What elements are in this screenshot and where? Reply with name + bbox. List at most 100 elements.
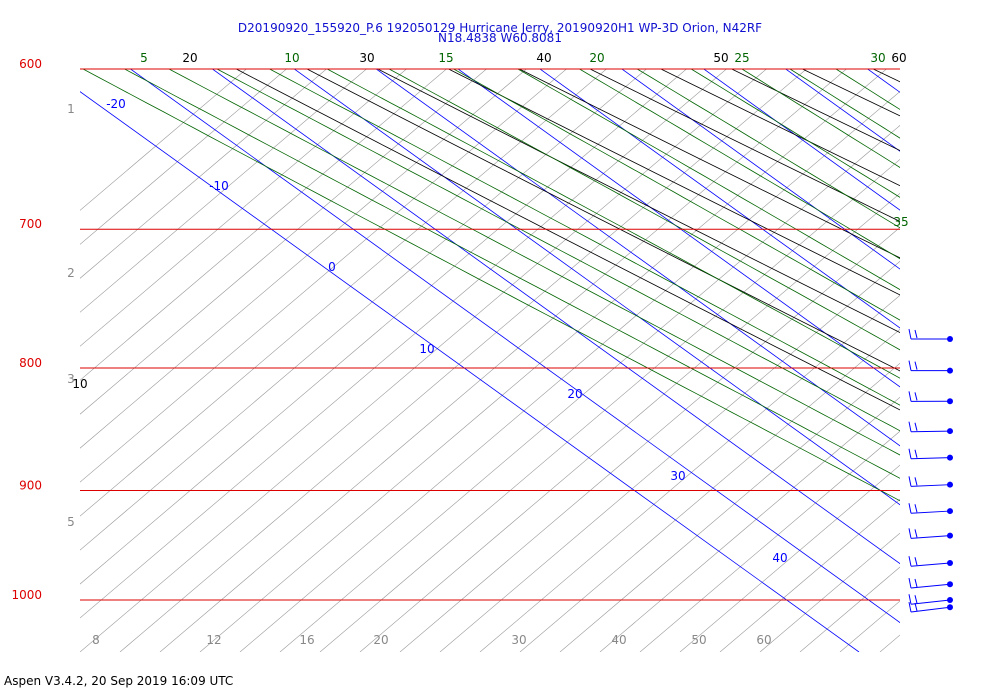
moist-adiabat-line — [690, 69, 900, 198]
moist-adiabat-line — [452, 69, 900, 321]
wind-barb-flag — [908, 448, 912, 459]
isotherm-line — [621, 69, 900, 270]
isotherm-label: 40 — [772, 551, 787, 565]
isotherm-line — [922, 49, 1000, 652]
wind-barb-flag — [908, 594, 912, 605]
mixing-ratio-line — [639, 430, 900, 652]
mixing-ratio-line — [159, 69, 847, 652]
wind-barb-shaft — [910, 599, 951, 605]
moist-adiabat-label: 15 — [438, 51, 453, 65]
isotherm-label: 30 — [670, 469, 685, 483]
mixing-ratio-line — [960, 49, 1000, 652]
height-km-label: 1 — [67, 102, 75, 116]
isotherm-label: 0 — [328, 260, 336, 274]
wind-barb-flag — [914, 602, 918, 612]
wind-barb-flag — [908, 577, 912, 589]
dry-adiabat-line — [518, 69, 900, 259]
mixing-ratio-line — [759, 532, 900, 652]
wind-barb-station-dot — [947, 481, 953, 488]
height-km-label: 3 — [67, 372, 75, 386]
wind-barb-station-dot — [947, 428, 953, 435]
dry-adiabat-label: 40 — [536, 51, 551, 65]
wind-barb-flag — [908, 391, 912, 402]
isotherm-line — [539, 69, 900, 329]
mixing-ratio-label: 20 — [373, 633, 388, 647]
dry-adiabat-label: 30 — [359, 51, 374, 65]
wind-barb-station-dot — [947, 559, 953, 566]
height-km-label: 5 — [67, 515, 75, 529]
dry-adiabat-line — [872, 69, 900, 83]
mixing-ratio-line — [719, 498, 900, 652]
mixing-ratio-line — [80, 69, 407, 347]
pressure-label: 700 — [19, 217, 42, 231]
wind-barb-station-dot — [947, 367, 953, 374]
wind-barb-flag — [908, 421, 912, 432]
wind-barb-shaft — [910, 606, 951, 613]
wind-barb-station-dot — [947, 454, 953, 461]
wind-barb-flag — [914, 477, 918, 486]
mixing-ratio-line — [519, 328, 900, 652]
dry-adiabat-line — [589, 69, 900, 222]
mixing-ratio-line — [80, 69, 287, 245]
wind-barb-flag — [908, 503, 912, 514]
mixing-ratio-line — [920, 49, 1000, 652]
isotherm-label: 20 — [567, 387, 582, 401]
dry-adiabat-line — [447, 69, 900, 296]
mixing-ratio-line — [799, 566, 900, 652]
mixing-ratio-line — [599, 396, 900, 652]
mixing-ratio-label: 40 — [611, 633, 626, 647]
isotherm-label: -20 — [106, 97, 126, 111]
mixing-ratio-label: 50 — [691, 633, 706, 647]
mixing-ratio-line — [80, 69, 367, 313]
isotherm-label: -10 — [209, 179, 229, 193]
wind-barb-flag — [914, 504, 918, 513]
mixing-ratio-line — [80, 69, 567, 483]
pressure-label: 900 — [19, 478, 42, 492]
moist-adiabat-label: 10 — [284, 51, 299, 65]
mixing-ratio-line — [319, 159, 900, 652]
isotherm-line — [80, 91, 860, 652]
pressure-label: 600 — [19, 57, 42, 71]
wind-barb-flag — [914, 361, 918, 370]
wind-barb-flag — [908, 601, 912, 613]
mixing-ratio-line — [80, 69, 647, 551]
moist-adiabat-label: 25 — [734, 51, 749, 65]
moist-adiabat-line — [268, 69, 900, 406]
isotherm-line — [703, 69, 900, 211]
moist-adiabat-line — [82, 69, 900, 502]
wind-barb-station-dot — [947, 336, 953, 343]
mixing-ratio-line — [80, 69, 327, 279]
wind-barb-flag — [914, 449, 918, 458]
moist-adiabat-line — [578, 69, 900, 260]
moist-adiabat-label: 35 — [893, 215, 908, 229]
wind-barb-flag — [908, 476, 912, 487]
software-version-footer: Aspen V3.4.2, 20 Sep 2019 16:09 UTC — [4, 674, 234, 688]
pressure-label: 800 — [19, 356, 42, 370]
mixing-ratio-label: 30 — [511, 633, 526, 647]
moist-adiabat-line — [216, 69, 900, 432]
mixing-ratio-line — [679, 464, 900, 652]
dry-adiabat-label: 50 — [713, 51, 728, 65]
wind-barb-station-dot — [947, 581, 953, 588]
mixing-ratio-line — [119, 69, 807, 652]
moist-adiabat-line — [789, 69, 900, 139]
moist-adiabat-label: 5 — [140, 51, 148, 65]
wind-barb-shaft — [910, 457, 951, 460]
dry-adiabat-label: 60 — [891, 51, 906, 65]
isotherm-line — [375, 69, 900, 447]
wind-barb-flag — [908, 556, 912, 567]
mixing-ratio-line — [199, 69, 887, 652]
mixing-ratio-line — [80, 69, 607, 517]
wind-barb-flag — [914, 329, 918, 339]
wind-barb-shaft — [910, 562, 951, 567]
isotherm-line — [211, 69, 900, 565]
moist-adiabat-line — [517, 69, 900, 291]
moist-adiabat-line — [123, 69, 900, 479]
wind-barb-flag — [914, 392, 918, 401]
wind-barb-shaft — [910, 484, 951, 487]
wind-barb-station-dot — [947, 532, 953, 539]
mixing-ratio-line — [80, 69, 527, 449]
isotherm-line — [293, 69, 900, 506]
wind-barb-station-dot — [947, 597, 953, 603]
